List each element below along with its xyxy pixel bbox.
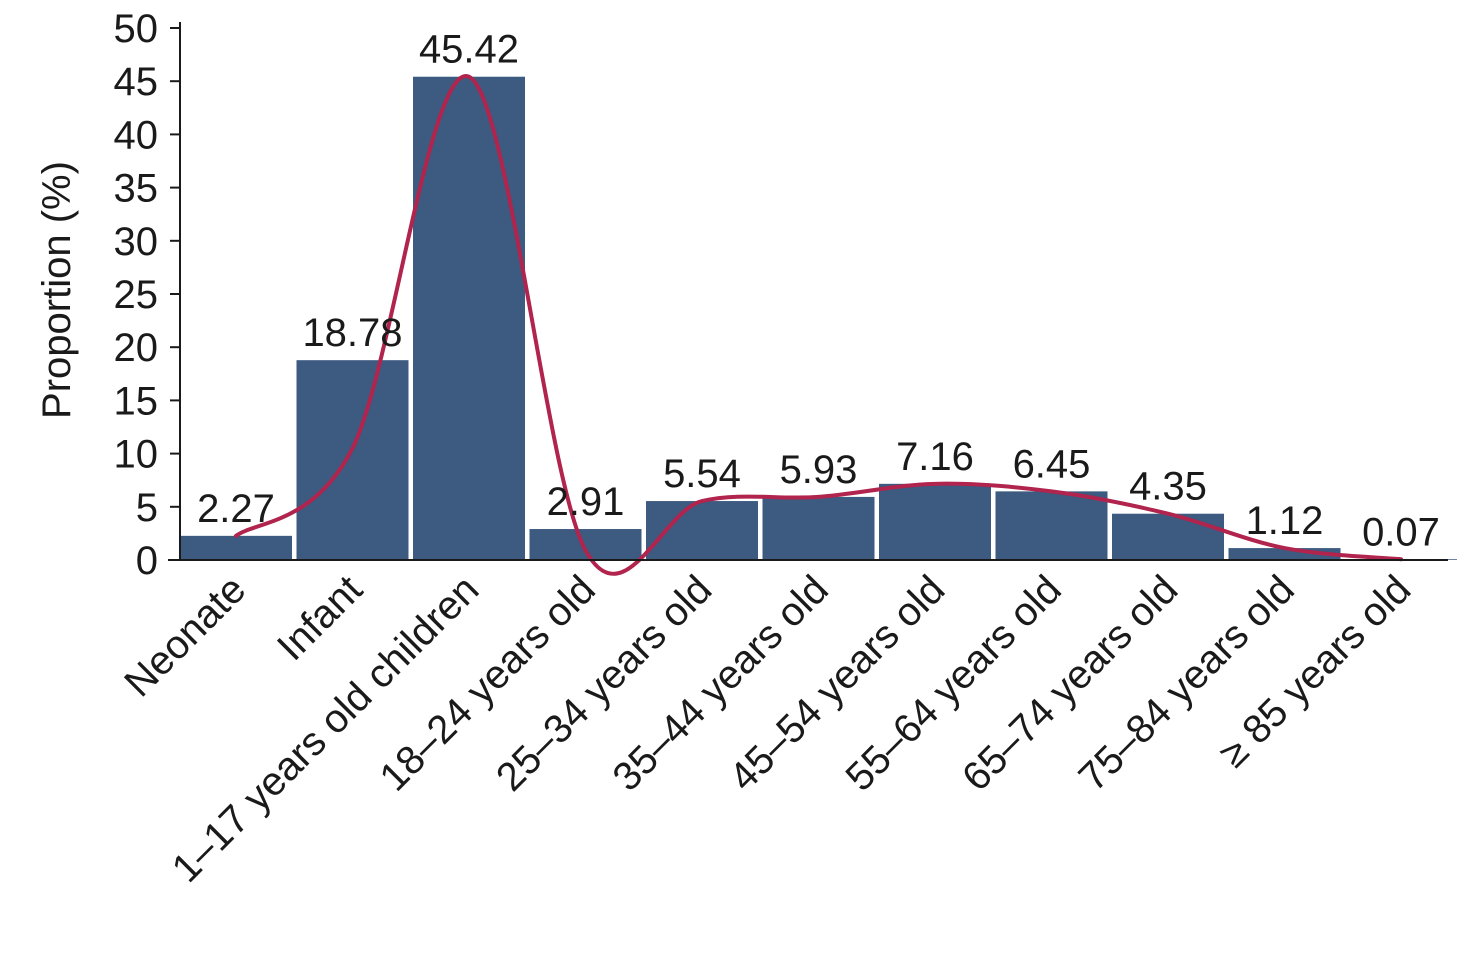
data-label-0: 2.27 — [197, 487, 275, 531]
data-label-9: 1.12 — [1246, 499, 1324, 543]
bar-3 — [529, 529, 642, 560]
trend-line — [234, 74, 1403, 576]
data-label-2: 45.42 — [419, 28, 519, 72]
bar-6 — [879, 483, 991, 560]
x-tick-label-3: 18–24 years old — [371, 567, 603, 799]
y-tick-label-9: 45 — [114, 60, 159, 104]
x-tick-label-8: 65–74 years old — [954, 567, 1186, 799]
bar-4 — [646, 501, 758, 560]
x-tick-label-4: 25–34 years old — [488, 567, 720, 799]
trend-line-group — [234, 74, 1403, 576]
y-tick-label-6: 30 — [114, 220, 159, 264]
y-tick-label-1: 5 — [136, 486, 158, 530]
data-label-7: 6.45 — [1013, 442, 1091, 486]
y-tick-label-7: 35 — [114, 167, 159, 211]
x-tick-label-6: 45–54 years old — [721, 567, 953, 799]
axes-group — [168, 22, 1448, 561]
x-tick-label-1: Infant — [269, 567, 371, 669]
y-tick-label-2: 10 — [114, 433, 159, 477]
bar-7 — [995, 491, 1108, 560]
x-tick-label-9: 75–84 years old — [1070, 567, 1302, 799]
x-tick-label-5: 35–44 years old — [604, 567, 836, 799]
y-tick-label-10: 50 — [114, 7, 159, 51]
bar-2 — [413, 76, 525, 560]
bar-1 — [296, 360, 409, 560]
bar-0 — [180, 535, 292, 560]
y-tick-label-3: 15 — [114, 379, 159, 423]
bar-5 — [762, 496, 875, 560]
data-label-10: 0.07 — [1362, 510, 1440, 554]
data-label-4: 5.54 — [663, 452, 741, 496]
bar-9 — [1228, 548, 1341, 560]
data-label-8: 4.35 — [1129, 465, 1207, 509]
data-label-3: 2.91 — [547, 480, 625, 524]
y-tick-label-8: 40 — [114, 113, 159, 157]
y-tick-label-0: 0 — [136, 539, 158, 583]
y-tick-label-5: 25 — [114, 273, 159, 317]
data-label-1: 18.78 — [302, 311, 402, 355]
x-tick-label-0: Neonate — [116, 567, 254, 705]
bar-8 — [1112, 513, 1224, 560]
y-tick-label-4: 20 — [114, 326, 159, 370]
x-tick-label-7: 55–64 years old — [837, 567, 1069, 799]
data-label-5: 5.93 — [780, 448, 858, 492]
data-label-6: 7.16 — [896, 435, 974, 479]
y-axis-title: Proportion (%) — [35, 161, 79, 419]
